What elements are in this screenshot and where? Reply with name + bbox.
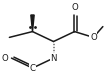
Text: O: O [2,54,8,63]
Text: C: C [29,64,36,73]
Polygon shape [31,15,34,32]
Text: O: O [90,33,97,42]
Text: N: N [50,54,57,63]
Text: O: O [71,3,78,12]
